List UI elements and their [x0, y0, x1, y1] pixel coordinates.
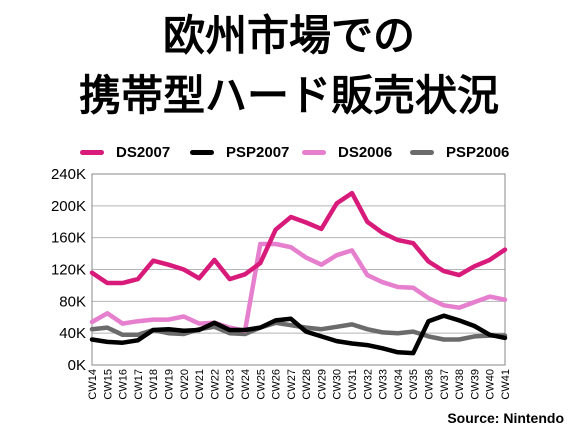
- x-tick-label: CW18: [148, 369, 160, 400]
- chart-title-line-1: 欧州市場での: [162, 11, 415, 60]
- x-tick-label: CW41: [500, 369, 512, 400]
- x-tick-label: CW32: [362, 369, 374, 400]
- x-tick-label: CW24: [240, 369, 252, 400]
- y-tick-label: 0K: [68, 357, 86, 374]
- x-tick-label: CW38: [454, 369, 466, 400]
- legend-swatch: [190, 149, 214, 155]
- legend-item-psp2006: PSP2006: [410, 139, 509, 165]
- legend-label: DS2007: [116, 143, 171, 161]
- x-tick-label: CW28: [301, 369, 313, 400]
- source-note: Source: Nintendo: [447, 410, 564, 426]
- x-tick-label: CW35: [408, 369, 420, 400]
- y-tick-label: 240K: [51, 166, 86, 183]
- legend-swatch: [302, 149, 326, 155]
- y-tick-label: 160K: [51, 230, 86, 247]
- x-tick-label: CW16: [118, 369, 130, 400]
- x-tick-label: CW29: [316, 369, 328, 400]
- series-line-ds2006: [89, 241, 508, 334]
- plot-frame: [91, 173, 506, 366]
- chart-title-line-2: 携帯型ハード販売状況: [78, 71, 499, 120]
- x-tick-label: CW14: [87, 369, 99, 400]
- legend-label: DS2006: [338, 143, 393, 161]
- x-tick-label: CW21: [194, 369, 206, 400]
- x-tick-label: CW17: [133, 369, 145, 400]
- x-tick-label: CW25: [255, 369, 267, 400]
- x-tick-label: CW30: [332, 369, 344, 400]
- x-tick-label: CW15: [102, 369, 114, 400]
- x-tick-label: CW37: [439, 369, 451, 400]
- legend-item-ds2006: DS2006: [302, 139, 392, 165]
- legend-swatch: [410, 149, 434, 155]
- x-tick-label: CW39: [469, 369, 481, 400]
- x-tick-label: CW40: [485, 369, 497, 400]
- series-line-psp2007: [89, 313, 508, 356]
- x-tick-label: CW22: [209, 369, 221, 400]
- y-tick-label: 120K: [51, 262, 86, 279]
- y-tick-label: 40K: [59, 325, 86, 342]
- y-tick-label: 80K: [59, 293, 86, 310]
- x-tick-label: CW31: [347, 369, 359, 400]
- x-tick-label: CW36: [424, 369, 436, 400]
- legend: DS2007 PSP2007 DS2006 PSP2006: [0, 139, 578, 165]
- x-tick-label: CW19: [163, 369, 175, 400]
- y-tick-label: 200K: [51, 198, 86, 215]
- series-line-ds2007: [89, 190, 508, 286]
- x-tick-label: CW27: [286, 369, 298, 400]
- legend-swatch: [80, 149, 104, 155]
- x-tick-label: CW20: [179, 369, 191, 400]
- legend-label: PSP2006: [446, 143, 510, 161]
- x-tick-label: CW26: [271, 369, 283, 400]
- x-tick-label: CW33: [378, 369, 390, 400]
- legend-label: PSP2007: [226, 143, 290, 161]
- x-tick-label: CW34: [393, 369, 405, 400]
- legend-item-ds2007: DS2007: [80, 139, 170, 165]
- x-tick-label: CW23: [225, 369, 237, 400]
- legend-item-psp2007: PSP2007: [190, 139, 289, 165]
